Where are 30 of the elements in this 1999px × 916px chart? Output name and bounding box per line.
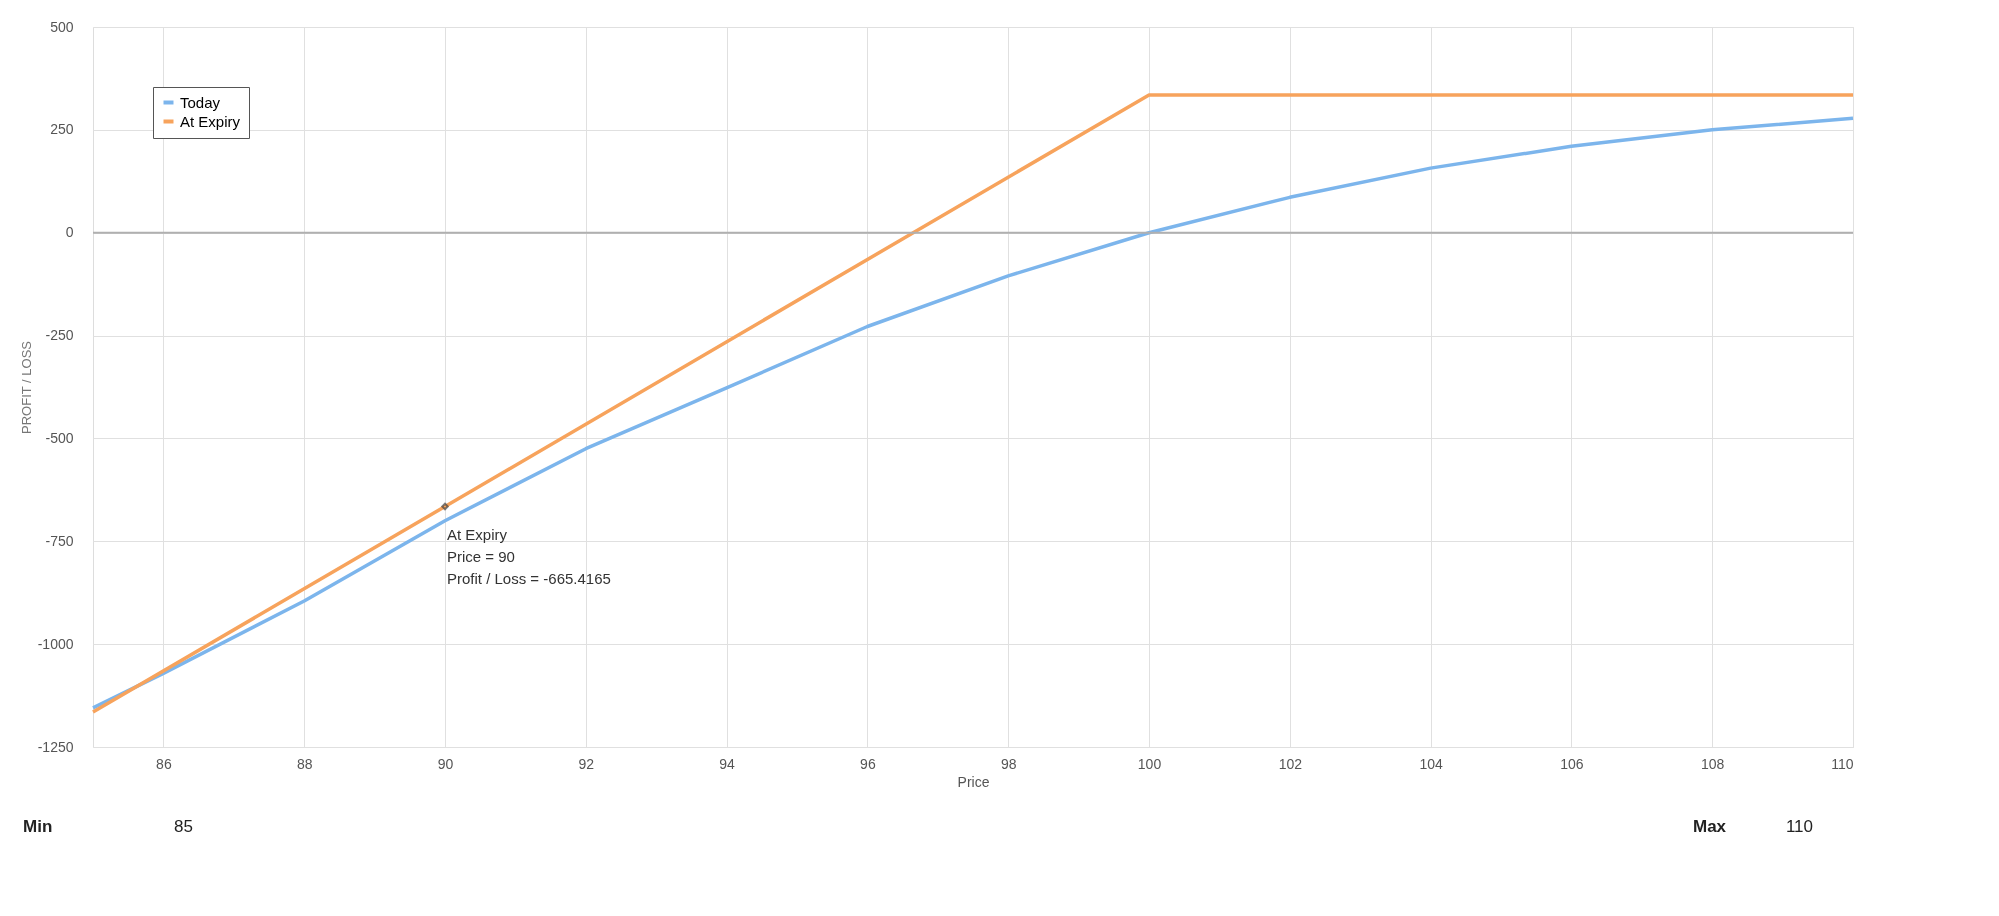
y-tick-label: 0 [65,224,74,241]
legend-label: Today [180,93,221,111]
x-tick-label: 108 [1701,755,1725,772]
x-tick-label: 88 [296,755,313,772]
text: Min [23,817,53,836]
x-tick-label: 100 [1137,755,1162,772]
y-tick-label: 500 [50,18,74,35]
x-tick-label: 94 [719,755,736,772]
legend-label: At Expiry [180,112,241,130]
annotation: At Expiry Price = 90 Profit / Loss = -665.4165 [447,526,611,588]
x-tick-label: 102 [1278,755,1303,772]
x-axis-title: Price [957,773,990,790]
text: 110 [1785,817,1813,836]
text: 85 [174,817,193,836]
x-tick-label: 104 [1419,755,1443,772]
x-tick-label: 106 [1560,755,1584,772]
x-tick-label: 110 [1831,755,1854,772]
x-tick-label: 98 [1000,755,1017,772]
text: Max [1693,817,1727,836]
y-tick-label: -250 [45,327,74,344]
x-tick-label: 92 [578,755,595,772]
y-tick-label: -1000 [37,635,74,652]
y-tick-label: 250 [50,121,74,138]
x-tick-label: 90 [437,755,454,772]
y-tick-label: -750 [45,532,74,549]
y-tick-label: -500 [45,429,74,446]
y-tick-label: -1250 [37,738,74,755]
x-tick-label: 96 [860,755,876,772]
y-axis-title: PROFIT / LOSS [18,340,34,434]
x-tick-label: 86 [156,755,172,772]
